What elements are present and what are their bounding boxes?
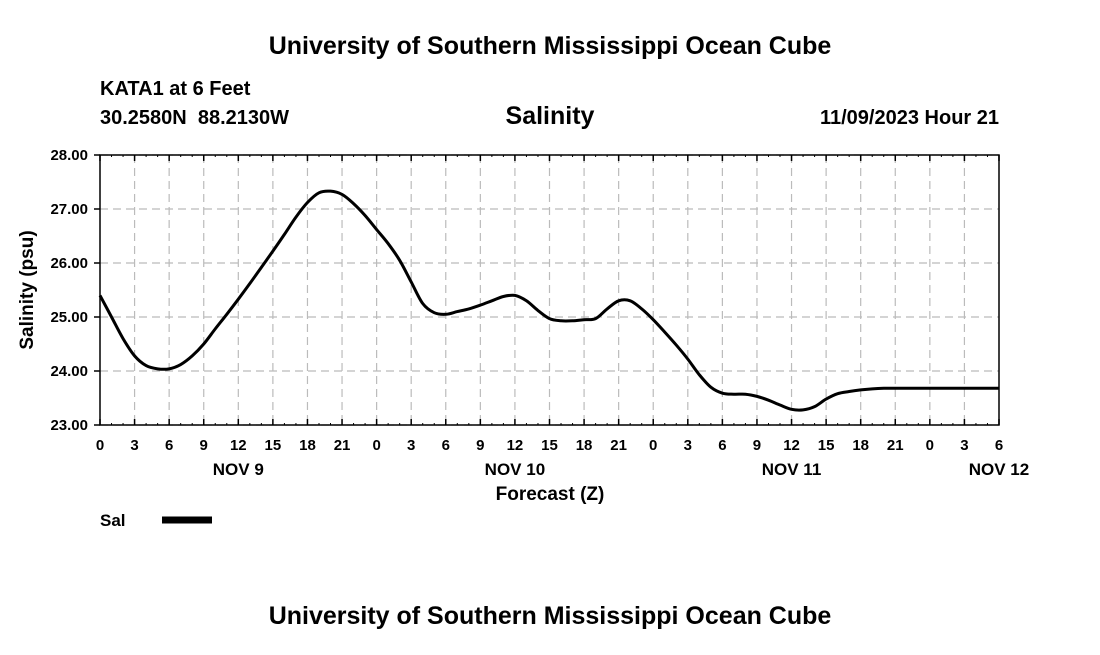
x-tick-label: 18 [299, 437, 316, 454]
y-tick-label: 24.00 [50, 363, 88, 380]
x-tick-label: 18 [852, 437, 869, 454]
page-title-top: University of Southern Mississippi Ocean… [269, 32, 832, 60]
x-tick-label: 6 [442, 437, 450, 454]
x-tick-label: 21 [610, 437, 627, 454]
x-axis-label: Forecast (Z) [496, 484, 605, 505]
x-tick-label: 6 [165, 437, 173, 454]
y-axis-label: Salinity (psu) [17, 230, 38, 349]
x-tick-label: 21 [887, 437, 904, 454]
x-tick-label: 12 [783, 437, 800, 454]
plot-frame [99, 154, 1000, 426]
x-tick-label: 6 [995, 437, 1003, 454]
station-label: KATA1 at 6 Feet [100, 78, 251, 100]
x-tick-label: 21 [334, 437, 351, 454]
x-tick-label: 0 [96, 437, 104, 454]
x-tick-label: 0 [649, 437, 657, 454]
x-tick-label: 9 [753, 437, 761, 454]
x-tick-label: 3 [130, 437, 138, 454]
x-tick-label: 9 [476, 437, 484, 454]
chart-title: Salinity [506, 102, 595, 130]
x-tick-label: 18 [576, 437, 593, 454]
date-label: NOV 11 [762, 460, 822, 479]
x-tick-label: 0 [926, 437, 934, 454]
y-tick-label: 23.00 [50, 417, 88, 434]
x-tick-label: 9 [200, 437, 208, 454]
y-tick-label: 26.00 [50, 255, 88, 272]
x-tick-label: 6 [718, 437, 726, 454]
series-line-sal [98, 189, 999, 412]
x-axis-date-labels: NOV 9 NOV 10 NOV 11 NOV 12 [213, 460, 1029, 479]
x-tick-label: 3 [684, 437, 692, 454]
grid-lines [100, 154, 999, 426]
y-tick-label: 25.00 [50, 309, 88, 326]
y-tick-label: 28.00 [50, 147, 88, 164]
page-title-bottom: University of Southern Mississippi Ocean… [269, 602, 832, 630]
date-label: NOV 9 [213, 460, 264, 479]
x-tick-label: 15 [541, 437, 558, 454]
timestamp-label: 11/09/2023 Hour 21 [820, 107, 999, 129]
x-tick-label: 3 [407, 437, 415, 454]
date-label: NOV 10 [485, 460, 545, 479]
legend-label: Sal [100, 511, 126, 530]
date-label: NOV 12 [969, 460, 1029, 479]
x-tick-label: 15 [265, 437, 282, 454]
coordinates-label: 30.2580N 88.2130W [100, 107, 289, 129]
x-tick-label: 12 [507, 437, 524, 454]
x-tick-label: 12 [230, 437, 247, 454]
x-tick-label: 3 [960, 437, 968, 454]
x-axis-ticks: 0 3 6 9 12 15 18 21 0 3 6 9 12 15 18 21 0 3 6 9 12 15 18 21 0 3 6 [96, 155, 1003, 454]
series-layer [98, 189, 999, 412]
legend: Sal [100, 511, 212, 530]
y-axis-ticks: 23.00 24.00 25.00 26.00 27.00 28.00 [50, 147, 100, 434]
x-tick-label: 0 [372, 437, 380, 454]
y-tick-label: 27.00 [50, 201, 88, 218]
x-tick-label: 15 [818, 437, 835, 454]
